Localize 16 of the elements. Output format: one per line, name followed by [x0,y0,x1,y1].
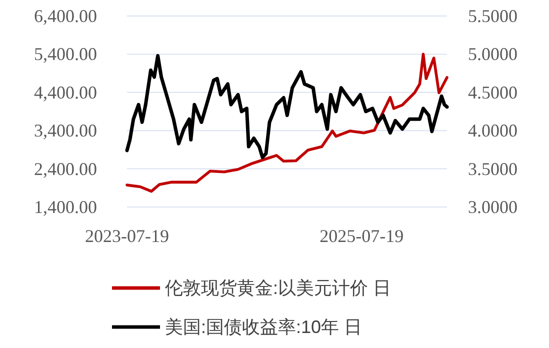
y-tick: 4,400.00 [34,82,97,102]
y2-tick: 3.0000 [468,197,518,217]
y2-tick: 5.0000 [468,44,518,64]
x-tick: 2025-07-19 [320,226,404,246]
y-tick: 2,400.00 [34,158,97,179]
y-tick: 3,400.00 [34,120,97,141]
x-tick: 2023-07-19 [85,226,169,246]
y2-tick: 5.5000 [468,6,518,26]
y2-tick: 4.5000 [468,82,518,102]
legend-label: 美国:国债收益率:10年 日 [165,317,362,337]
y2-tick: 4.0000 [468,120,518,141]
y-tick: 5,400.00 [34,44,97,64]
y-tick: 6,400.00 [34,6,97,26]
y-tick: 1,400.00 [34,197,97,217]
y2-tick: 3.5000 [468,158,518,179]
legend-label: 伦敦现货黄金:以美元计价 日 [165,278,392,298]
